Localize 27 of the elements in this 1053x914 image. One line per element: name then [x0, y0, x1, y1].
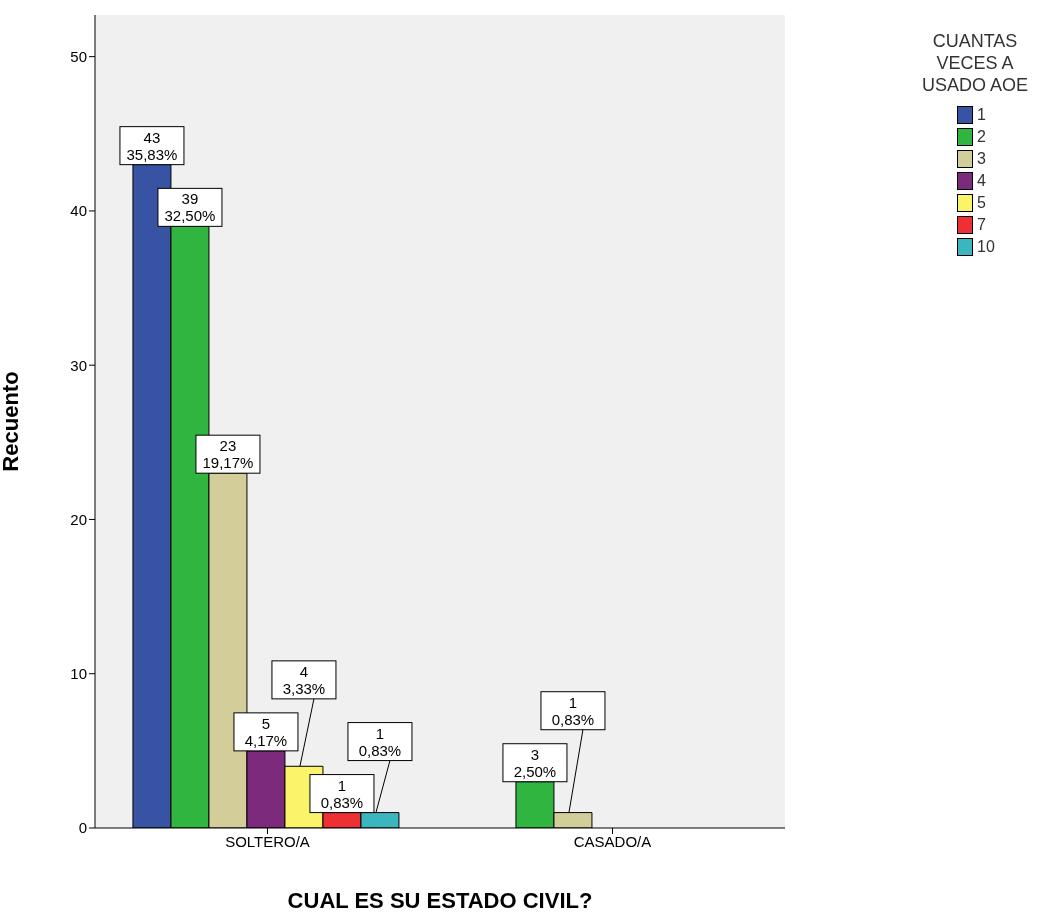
- data-label: 39 32,50%: [164, 190, 216, 225]
- data-label: 23 19,17%: [202, 437, 254, 472]
- data-label: 1 0,83%: [358, 724, 402, 759]
- y-tick-label: 50: [70, 47, 87, 65]
- legend-label: 1: [976, 105, 987, 125]
- y-tick-label: 40: [70, 202, 87, 220]
- data-label: 4 3,33%: [282, 662, 326, 697]
- legend-label: 7: [976, 215, 987, 235]
- y-tick-label: 20: [70, 510, 87, 528]
- data-label: 1 0,83%: [551, 693, 595, 728]
- legend-label: 10: [976, 237, 996, 257]
- data-label: 5 4,17%: [244, 714, 288, 749]
- data-label: 43 35,83%: [126, 128, 178, 163]
- legend-title: CUANTAS VECES A USADO AOE: [921, 30, 1029, 96]
- x-axis-title: CUAL ES SU ESTADO CIVIL?: [287, 888, 593, 913]
- legend-label: 3: [976, 149, 987, 169]
- data-label: 3 2,50%: [513, 745, 557, 780]
- data-label: 1 0,83%: [320, 776, 364, 811]
- y-axis-title: Recuento: [0, 371, 23, 472]
- legend-label: 2: [976, 127, 987, 147]
- legend-label: 4: [976, 171, 987, 191]
- x-tick-label: CASADO/A: [573, 832, 652, 850]
- y-tick-label: 10: [70, 665, 87, 683]
- legend-label: 5: [976, 193, 987, 213]
- x-tick-label: SOLTERO/A: [225, 832, 310, 850]
- y-tick-label: 0: [78, 819, 87, 837]
- y-tick-label: 30: [70, 356, 87, 374]
